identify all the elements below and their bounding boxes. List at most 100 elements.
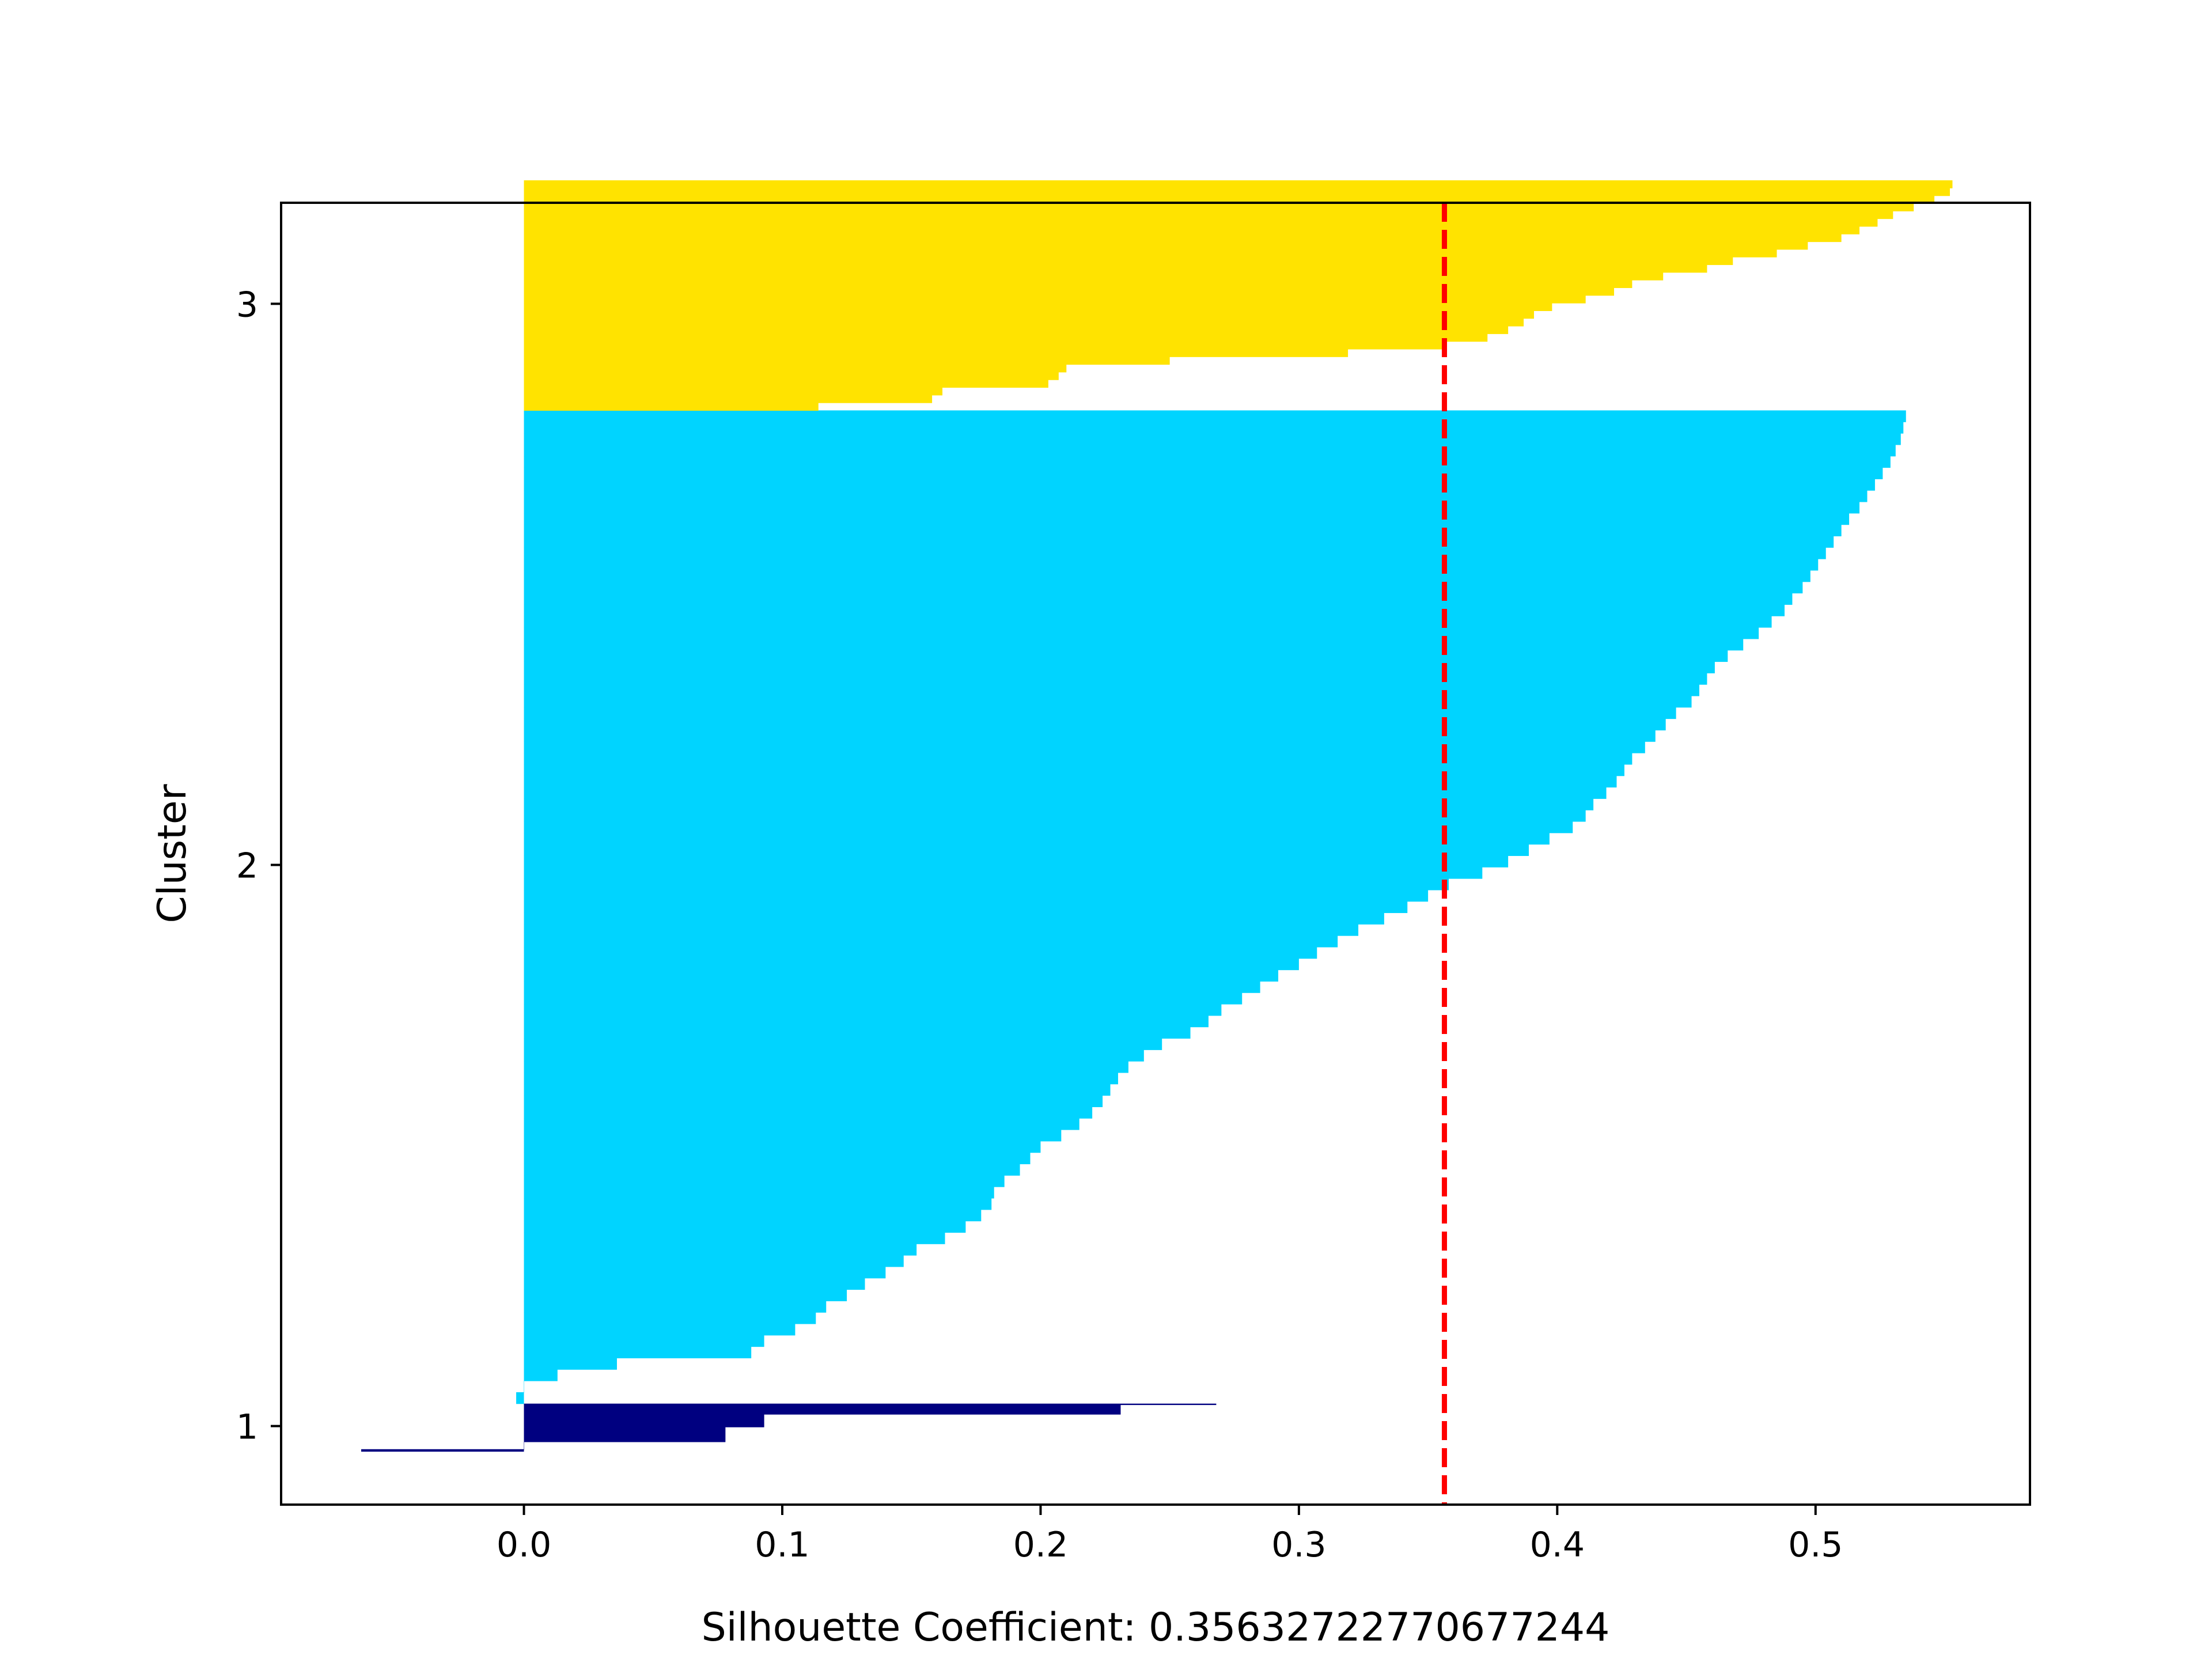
silhouette-bar-cluster-3 <box>524 226 1860 234</box>
silhouette-bar-cluster-2 <box>524 1381 525 1393</box>
x-tick-label: 0.5 <box>1788 1525 1843 1565</box>
silhouette-bar-cluster-1 <box>524 1432 726 1434</box>
silhouette-bar-cluster-2 <box>524 901 1408 914</box>
x-tick-label: 0.2 <box>1013 1525 1068 1565</box>
silhouette-bar-cluster-3 <box>524 295 1586 304</box>
silhouette-bar-cluster-1 <box>524 1422 764 1425</box>
silhouette-bar-cluster-1 <box>524 1423 764 1426</box>
y-tick-label: 2 <box>236 846 258 886</box>
silhouette-bar-cluster-1 <box>524 1408 1121 1411</box>
silhouette-bar-cluster-3 <box>524 349 1349 357</box>
silhouette-bar-cluster-1 <box>524 1414 764 1416</box>
silhouette-bar-cluster-3 <box>524 249 1777 257</box>
silhouette-bar-cluster-1 <box>524 1413 1121 1415</box>
silhouette-bar-cluster-1 <box>524 1418 764 1420</box>
silhouette-bar-cluster-3 <box>524 310 1534 319</box>
silhouette-bar-cluster-1 <box>524 1415 764 1417</box>
silhouette-bars <box>361 180 1953 1452</box>
silhouette-bar-cluster-2 <box>524 912 1384 925</box>
silhouette-bar-cluster-2 <box>524 467 1883 479</box>
silhouette-bar-cluster-2 <box>524 684 1699 696</box>
x-tick-label: 0.1 <box>755 1525 809 1565</box>
silhouette-bar-cluster-2 <box>524 536 1834 548</box>
silhouette-bar-cluster-2 <box>524 1175 1005 1187</box>
silhouette-bar-cluster-2 <box>524 1072 1118 1085</box>
silhouette-bar-cluster-2 <box>524 787 1607 799</box>
silhouette-bar-cluster-3 <box>524 387 943 396</box>
silhouette-bar-cluster-2 <box>524 1118 1080 1130</box>
silhouette-bar-cluster-2 <box>524 775 1617 788</box>
silhouette-bar-cluster-2 <box>524 993 1243 1005</box>
silhouette-bar-cluster-2 <box>524 1015 1209 1028</box>
silhouette-bar-cluster-3 <box>524 380 1048 388</box>
silhouette-bar-cluster-2 <box>524 513 1850 525</box>
silhouette-bar-cluster-3 <box>524 364 1067 373</box>
silhouette-bar-cluster-2 <box>524 627 1759 639</box>
silhouette-bar-cluster-3 <box>524 211 1893 219</box>
silhouette-bar-cluster-2 <box>524 1323 796 1336</box>
silhouette-bar-cluster-1 <box>524 1436 726 1438</box>
silhouette-bar-cluster-1 <box>524 1412 1121 1414</box>
silhouette-bar-cluster-3 <box>524 303 1552 311</box>
x-axis-label: Silhouette Coefficient: 0.35632722770677… <box>702 1605 1610 1650</box>
silhouette-bar-cluster-2 <box>524 1312 816 1324</box>
silhouette-bar-cluster-2 <box>524 810 1586 822</box>
silhouette-bar-cluster-2 <box>524 878 1449 891</box>
silhouette-bar-cluster-2 <box>524 889 1429 902</box>
silhouette-bar-cluster-1 <box>524 1407 1121 1408</box>
silhouette-bar-cluster-2 <box>524 501 1860 514</box>
silhouette-bar-cluster-1 <box>524 1426 764 1427</box>
silhouette-bar-cluster-2 <box>524 422 1904 434</box>
silhouette-bar-cluster-1 <box>524 1427 726 1430</box>
silhouette-bar-cluster-2 <box>524 661 1715 673</box>
silhouette-bar-cluster-1 <box>524 1411 1121 1412</box>
x-axis-ticks: 0.0 0.1 0.2 0.3 0.4 0.5 <box>497 1505 1843 1565</box>
silhouette-bar-cluster-2 <box>524 855 1509 868</box>
silhouette-bar-cluster-3 <box>524 318 1524 327</box>
silhouette-bar-cluster-2 <box>524 1004 1222 1016</box>
silhouette-bar-cluster-1 <box>524 1448 525 1450</box>
silhouette-bar-cluster-2 <box>524 1335 764 1347</box>
silhouette-bar-cluster-2 <box>524 1278 865 1290</box>
silhouette-bar-cluster-1 <box>524 1437 726 1439</box>
x-tick-label: 0.0 <box>497 1525 551 1565</box>
silhouette-bar-cluster-2 <box>524 1221 966 1233</box>
silhouette-bar-cluster-2 <box>524 616 1772 628</box>
silhouette-bar-cluster-3 <box>524 180 1953 188</box>
silhouette-bar-cluster-2 <box>524 1209 982 1222</box>
silhouette-bar-cluster-2 <box>524 1061 1128 1073</box>
silhouette-bar-cluster-1 <box>524 1419 764 1421</box>
silhouette-bar-cluster-1 <box>524 1434 726 1436</box>
silhouette-bar-cluster-1 <box>524 1416 764 1418</box>
silhouette-bar-cluster-3 <box>524 218 1878 227</box>
silhouette-bar-cluster-2 <box>524 969 1279 982</box>
y-tick-label: 3 <box>236 285 258 325</box>
silhouette-bar-cluster-2 <box>524 695 1692 708</box>
silhouette-bar-cluster-2 <box>524 1164 1020 1176</box>
silhouette-bar-cluster-2 <box>524 1027 1191 1039</box>
silhouette-bar-cluster-2 <box>516 1392 524 1404</box>
silhouette-bar-cluster-2 <box>524 673 1707 685</box>
silhouette-bar-cluster-3 <box>524 280 1633 289</box>
silhouette-bar-cluster-2 <box>524 1266 886 1279</box>
silhouette-bar-cluster-2 <box>524 1038 1162 1050</box>
silhouette-bar-cluster-1 <box>524 1404 1121 1406</box>
silhouette-bar-cluster-2 <box>524 1346 752 1358</box>
silhouette-bar-cluster-1 <box>524 1447 525 1449</box>
silhouette-bar-cluster-2 <box>524 490 1868 502</box>
silhouette-bar-cluster-1 <box>524 1435 726 1437</box>
silhouette-bar-cluster-2 <box>524 1244 917 1256</box>
silhouette-bar-cluster-1 <box>524 1421 764 1423</box>
silhouette-bar-cluster-1 <box>524 1446 525 1448</box>
silhouette-bar-cluster-3 <box>524 264 1707 273</box>
silhouette-bar-cluster-2 <box>524 924 1359 936</box>
silhouette-bar-cluster-2 <box>524 718 1666 730</box>
silhouette-bar-cluster-2 <box>524 798 1594 810</box>
silhouette-bar-cluster-2 <box>524 1198 992 1210</box>
silhouette-bar-cluster-2 <box>524 479 1875 491</box>
silhouette-bar-cluster-1 <box>524 1438 726 1440</box>
silhouette-bar-cluster-2 <box>524 1232 945 1244</box>
silhouette-bar-cluster-2 <box>524 604 1785 616</box>
silhouette-bar-cluster-1 <box>524 1431 726 1433</box>
silhouette-bar-cluster-2 <box>524 1084 1111 1096</box>
